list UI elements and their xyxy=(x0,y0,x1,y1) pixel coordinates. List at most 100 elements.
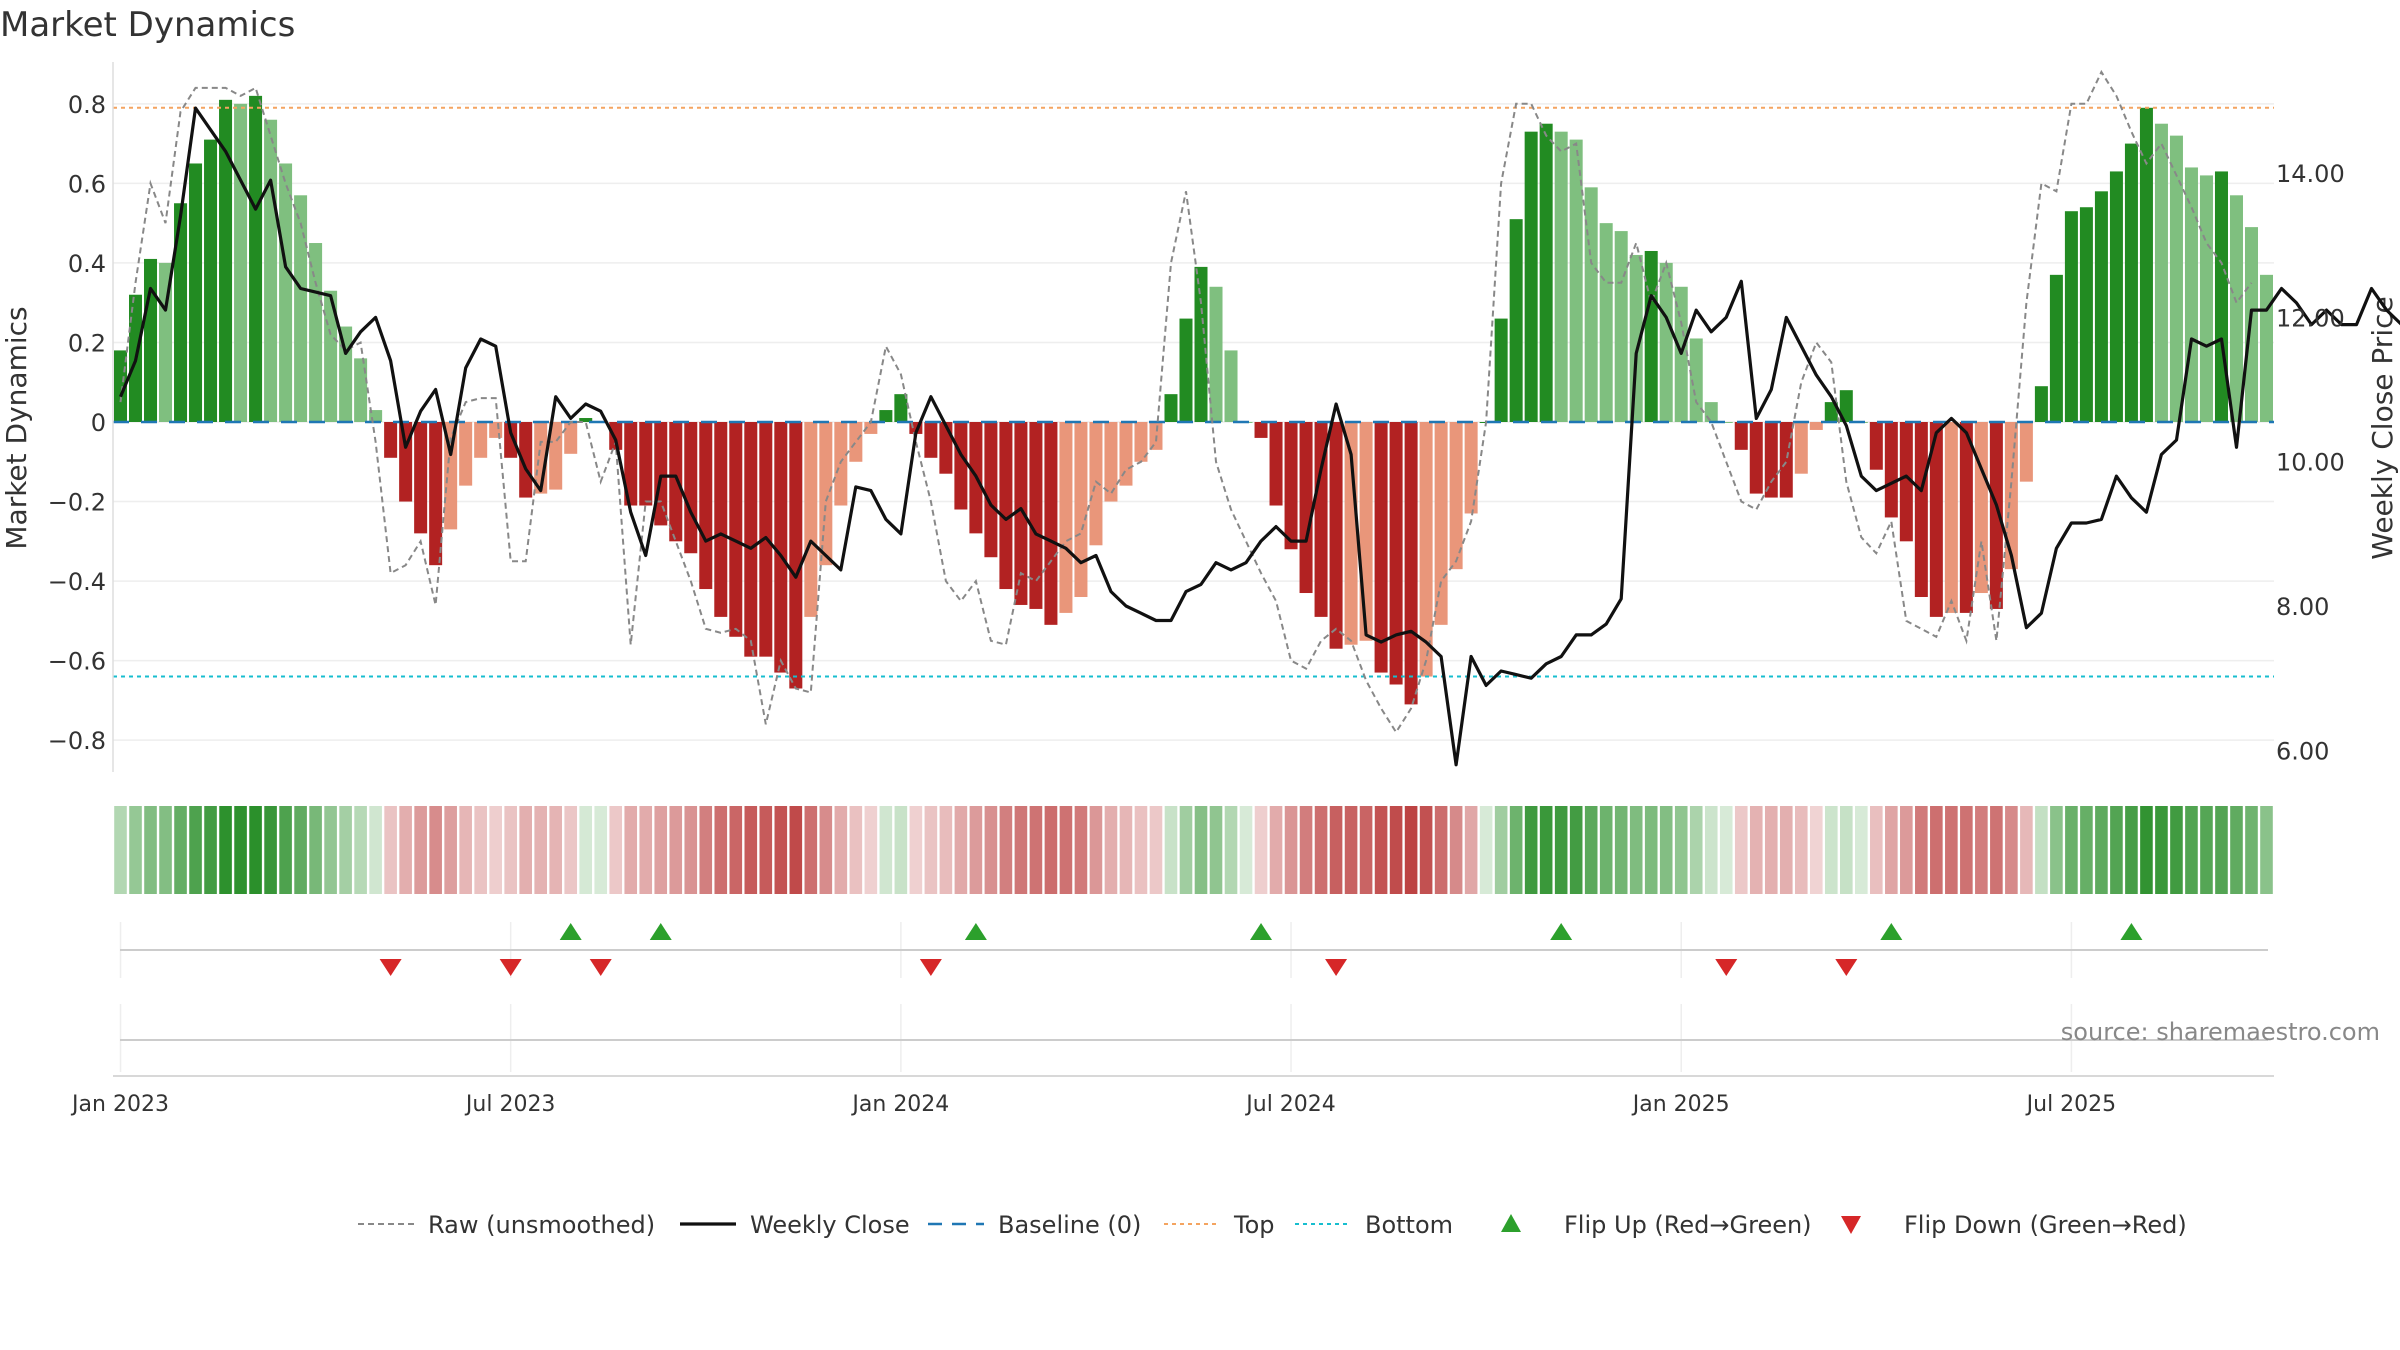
regime-cell xyxy=(159,806,172,894)
regime-cell xyxy=(309,806,322,894)
regime-cell xyxy=(279,806,292,894)
regime-cell xyxy=(1779,806,1793,894)
y-tick-label: −0.8 xyxy=(48,727,106,755)
dynamics-bar xyxy=(954,422,968,510)
dynamics-bar xyxy=(909,422,923,434)
dynamics-bar xyxy=(1704,402,1718,422)
legend-label: Baseline (0) xyxy=(998,1211,1141,1239)
flip-up-marker xyxy=(1880,923,1903,940)
regime-cell xyxy=(1839,806,1853,894)
dynamics-bar xyxy=(2094,191,2108,422)
regime-cell xyxy=(2080,806,2093,894)
regime-cell xyxy=(609,806,623,894)
regime-cell xyxy=(234,806,247,894)
dynamics-bar xyxy=(249,95,263,422)
regime-cell xyxy=(879,806,893,894)
dynamics-bar xyxy=(2169,135,2183,423)
dynamics-bar xyxy=(1284,422,1298,550)
regime-cell xyxy=(729,806,743,894)
regime-cell xyxy=(699,806,713,894)
dynamics-bar xyxy=(1929,422,1943,617)
regime-cell xyxy=(129,806,142,894)
dynamics-bar xyxy=(924,422,938,458)
flip-up-marker xyxy=(1250,923,1273,940)
regime-cell xyxy=(1404,806,1418,894)
line-series xyxy=(113,69,2400,767)
dynamics-bar xyxy=(714,422,728,617)
dynamics-bar xyxy=(1779,422,1793,498)
regime-cell xyxy=(1179,806,1193,894)
dynamics-bar xyxy=(1869,422,1883,470)
dynamics-bar xyxy=(234,103,248,423)
dynamics-bar xyxy=(354,358,368,422)
regime-cell xyxy=(2185,806,2198,894)
regime-cell xyxy=(984,806,998,894)
dynamics-bar xyxy=(1089,422,1103,546)
dynamics-bar xyxy=(1464,422,1478,514)
regime-cell xyxy=(1119,806,1133,894)
regime-cell xyxy=(639,806,653,894)
x-tick-label: Jan 2024 xyxy=(850,1092,949,1117)
dynamics-bar xyxy=(309,243,323,422)
dynamics-bar xyxy=(1134,422,1148,462)
regime-cell xyxy=(1539,806,1553,894)
flip-down-marker xyxy=(919,959,942,976)
regime-cell xyxy=(459,806,472,894)
dynamics-bar xyxy=(1689,338,1703,422)
y-tick-label: −0.2 xyxy=(48,489,106,517)
flip-up-marker xyxy=(2120,923,2143,940)
dynamics-bar xyxy=(189,163,203,422)
regime-cell xyxy=(1734,806,1748,894)
dynamics-bar xyxy=(879,410,893,422)
dynamics-bar xyxy=(519,422,533,498)
dynamics-bar xyxy=(864,422,878,434)
regime-cell xyxy=(2200,806,2213,894)
dynamics-bar xyxy=(984,422,998,558)
regime-cell xyxy=(939,806,953,894)
y2-tick-label: 10.00 xyxy=(2276,449,2345,477)
regime-cell xyxy=(1855,806,1868,894)
source-note: source: sharemaestro.com xyxy=(2061,1018,2380,1046)
flip-up-marker xyxy=(1550,923,1573,940)
regime-cell xyxy=(1704,806,1718,894)
dynamics-bar xyxy=(999,422,1013,590)
dynamics-bar xyxy=(2229,195,2243,422)
regime-cell xyxy=(1269,806,1283,894)
regime-cell xyxy=(1509,806,1523,894)
x-tick-label: Jul 2024 xyxy=(1244,1092,1336,1117)
legend: Raw (unsmoothed) Weekly Close Baseline (0)… xyxy=(358,1211,2187,1239)
regime-cell xyxy=(564,806,578,894)
dynamics-bar xyxy=(1749,422,1763,494)
dynamics-bar xyxy=(1359,422,1373,641)
regime-cell xyxy=(1614,806,1628,894)
dynamics-bar xyxy=(1839,390,1853,422)
dynamics-bar xyxy=(279,163,293,422)
regime-cell xyxy=(1284,806,1298,894)
regime-cell xyxy=(204,806,217,894)
dynamics-bar xyxy=(1914,422,1928,597)
dynamics-bar xyxy=(1539,123,1553,423)
dynamics-bar xyxy=(444,422,458,530)
dynamics-bar xyxy=(1764,422,1778,498)
dynamics-bar xyxy=(1374,422,1388,673)
regime-cell xyxy=(849,806,863,894)
regime-cell xyxy=(2065,806,2078,894)
regime-cell xyxy=(1900,806,1913,894)
regime-cell xyxy=(1945,806,1958,894)
dynamics-bar xyxy=(669,422,683,542)
y-tick-label: 0.4 xyxy=(68,250,106,278)
regime-cell xyxy=(354,806,367,894)
regime-cell xyxy=(654,806,668,894)
regime-cell xyxy=(534,806,548,894)
regime-cell xyxy=(1359,806,1373,894)
x-tick-label: Jul 2023 xyxy=(464,1092,556,1117)
regime-cell xyxy=(579,806,593,894)
dynamics-bar xyxy=(1329,422,1343,649)
dynamics-bar xyxy=(639,422,653,506)
dynamics-bar xyxy=(1209,286,1223,422)
regime-cell xyxy=(1599,806,1613,894)
dynamics-bar xyxy=(2154,123,2168,423)
regime-cell xyxy=(444,806,457,894)
dynamics-bar xyxy=(174,203,188,422)
regime-cell xyxy=(1089,806,1103,894)
